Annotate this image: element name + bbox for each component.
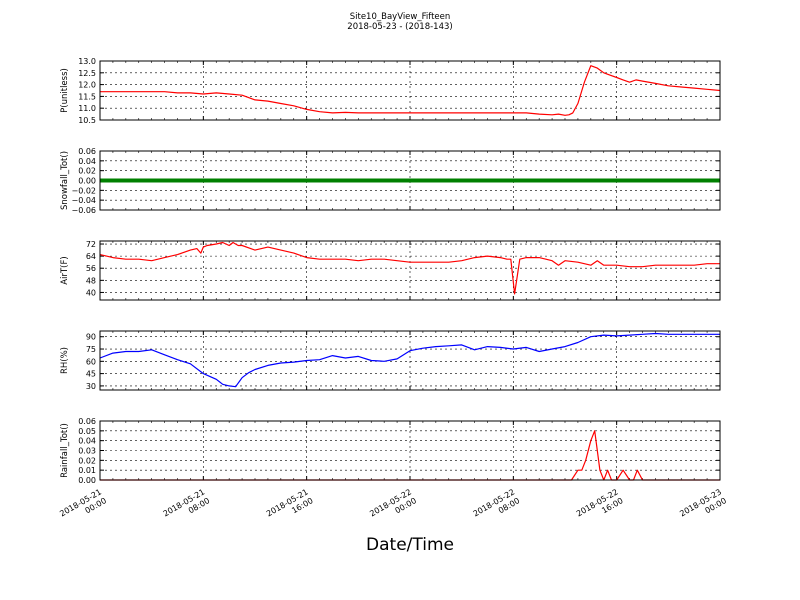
- y-axis-label: P(unitless): [60, 68, 70, 113]
- y-axis-label: Rainfall_Tot(): [60, 423, 70, 478]
- y-tick-label: 11.0: [78, 104, 96, 113]
- panel-3: 40 48 56 64 72 AirT(F): [60, 240, 721, 301]
- y-tick-label: 75: [86, 345, 96, 354]
- y-tick-label: 30: [86, 382, 96, 391]
- y-tick-label: 0.00: [78, 476, 96, 485]
- y-tick-label: 0.06: [78, 147, 96, 156]
- y-tick-label: −0.04: [71, 196, 96, 205]
- y-tick-label: 48: [86, 276, 96, 285]
- y-tick-label: 45: [86, 370, 96, 379]
- series-line-1: [100, 65, 721, 116]
- y-tick-label: 10.5: [78, 116, 96, 125]
- y-tick-label: 11.5: [78, 92, 96, 101]
- series-line-1: [100, 430, 720, 481]
- y-axis-label: RH(%): [60, 347, 70, 374]
- series-line-1: [99, 241, 720, 295]
- figure-title-line2: 2018-05-23 - (2018-143): [347, 22, 452, 32]
- y-tick-label: 0.00: [78, 177, 96, 186]
- y-axis-label: Snowfall_Tot(): [60, 151, 70, 210]
- panel-frame: [99, 420, 721, 481]
- panel-2: −0.06−0.04−0.020.000.020.040.06 Snowfall_…: [60, 147, 721, 215]
- panel-frame: [99, 150, 721, 211]
- y-tick-label: 60: [86, 357, 96, 366]
- y-tick-label: 40: [86, 288, 96, 297]
- figure-title-line1: Site10_BayView_Fifteen: [350, 12, 451, 22]
- y-tick-label: 56: [86, 264, 96, 273]
- y-tick-label: 0.04: [78, 437, 96, 446]
- panel-5: 0.000.010.020.030.040.050.06 Rainfall_Tot…: [60, 417, 721, 485]
- y-tick-label: −0.02: [71, 186, 96, 195]
- y-tick-label: 0.01: [78, 466, 96, 475]
- y-tick-label: 12.5: [78, 69, 96, 78]
- y-tick-label: 0.06: [78, 417, 96, 426]
- y-tick-label: 0.02: [78, 456, 96, 465]
- y-tick-label: 0.02: [78, 167, 96, 176]
- panel-frame: [99, 330, 721, 391]
- panel-4: 30 45 60 75 90 RH(%): [60, 330, 721, 391]
- chart-panels: 10.5 11.0 11.5 12.0 12.5 13.0 P(unitless) −0.06…: [60, 57, 721, 485]
- series-line-1: [99, 332, 720, 388]
- y-tick-label: 0.04: [78, 157, 96, 166]
- y-tick-label: 72: [86, 240, 96, 249]
- y-tick-label: 0.05: [78, 427, 96, 436]
- panel-frame: [99, 240, 721, 301]
- panel-frame: [99, 60, 721, 121]
- panel-1: 10.5 11.0 11.5 12.0 12.5 13.0 P(unitless): [60, 57, 721, 125]
- y-tick-label: −0.06: [71, 206, 96, 215]
- y-tick-label: 13.0: [78, 57, 96, 66]
- y-tick-label: 90: [86, 333, 96, 342]
- y-tick-label: 64: [86, 252, 96, 261]
- y-tick-label: 12.0: [78, 81, 96, 90]
- y-axis-label: AirT(F): [60, 256, 70, 284]
- x-axis-label: Date/Time: [366, 535, 454, 555]
- y-tick-label: 0.03: [78, 447, 96, 456]
